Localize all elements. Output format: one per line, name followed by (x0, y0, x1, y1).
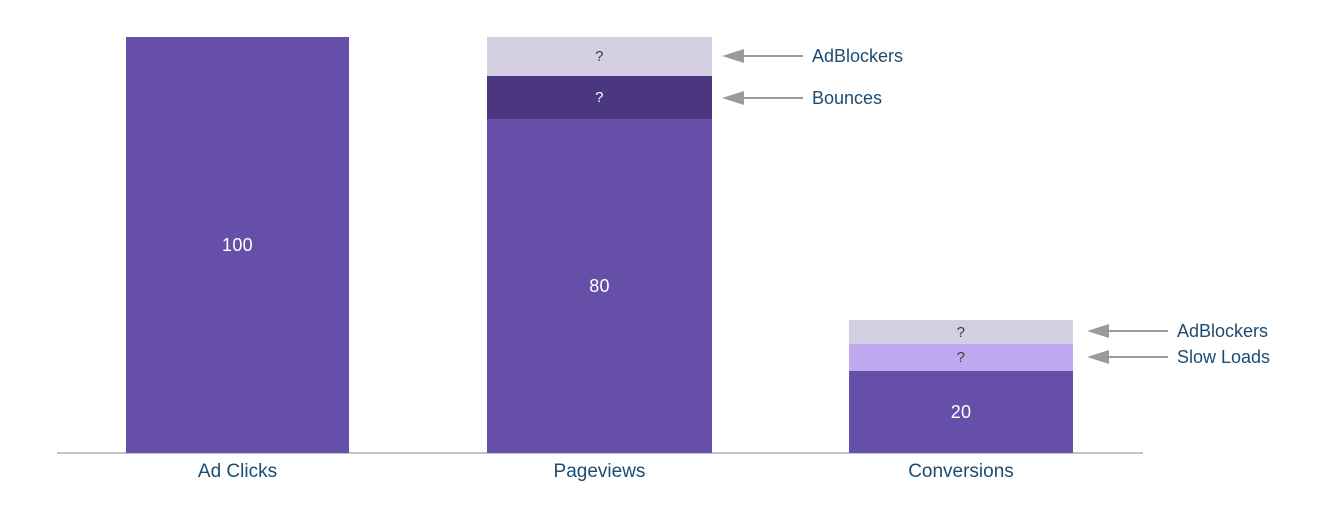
category-label-ad-clicks: Ad Clicks (197, 461, 278, 482)
annotation-pageviews-bounces: Bounces (722, 86, 882, 110)
segment-value-label: 80 (589, 275, 610, 296)
bar-ad-clicks: 100 (126, 37, 349, 453)
bar-pageviews: ? ? 80 (487, 37, 712, 453)
arrow-line (1109, 330, 1168, 332)
annotation-pageviews-adblockers: AdBlockers (722, 44, 903, 68)
segment-pageviews-base: 80 (487, 119, 712, 453)
arrow-left-icon (722, 91, 744, 105)
arrow-left-icon (722, 49, 744, 63)
arrow-left-icon (1087, 350, 1109, 364)
arrow-line (744, 55, 803, 57)
annotation-label: Slow Loads (1177, 346, 1271, 367)
annotation-conversions-slowloads: Slow Loads (1087, 345, 1270, 369)
annotation-conversions-adblockers: AdBlockers (1087, 319, 1268, 343)
segment-value-label: ? (595, 89, 604, 106)
segment-pageviews-adblockers: ? (487, 37, 712, 76)
category-label-pageviews: Pageviews (553, 461, 646, 482)
segment-value-label: ? (956, 323, 966, 341)
segment-ad-clicks-base: 100 (126, 37, 349, 453)
segment-value-label: ? (595, 48, 604, 65)
segment-value-label: ? (956, 349, 966, 366)
x-axis-line (57, 452, 1143, 454)
arrow-left-icon (1087, 324, 1109, 338)
annotation-label: Bounces (812, 87, 883, 108)
segment-value-label: 20 (950, 401, 972, 422)
category-label-conversions: Conversions (908, 461, 1014, 482)
segment-conversions-base: 20 (849, 371, 1073, 453)
segment-pageviews-bounces: ? (487, 76, 712, 119)
bar-conversions: ? ? 20 (849, 320, 1073, 453)
annotation-label: AdBlockers (1177, 320, 1269, 341)
arrow-line (744, 97, 803, 99)
segment-conversions-adblockers: ? (849, 320, 1073, 344)
arrow-line (1109, 356, 1168, 358)
annotation-label: AdBlockers (812, 45, 904, 66)
segment-conversions-slowloads: ? (849, 344, 1073, 371)
segment-value-label: 100 (222, 234, 253, 255)
